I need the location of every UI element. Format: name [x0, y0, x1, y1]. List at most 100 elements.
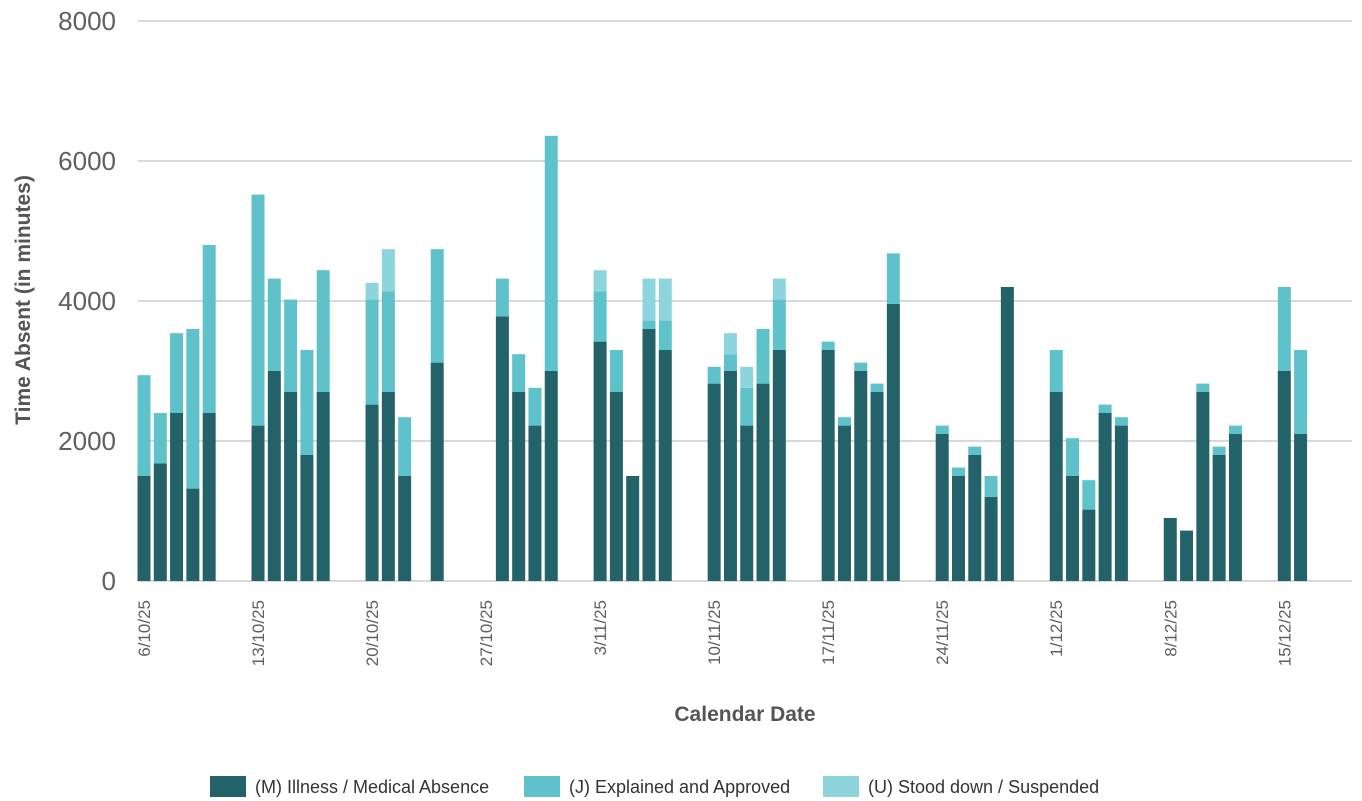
legend-swatch	[524, 776, 560, 797]
bar-segment	[723, 371, 737, 581]
bar-segment	[870, 392, 884, 581]
bar-segment	[153, 463, 167, 581]
x-tick-label: 24/11/25	[933, 600, 952, 665]
bar-segment	[300, 350, 314, 455]
legend-label: (U) Stood down / Suspended	[868, 777, 1099, 797]
bar-segment	[1294, 350, 1308, 434]
bar-segment	[267, 278, 281, 371]
bar-segment	[593, 341, 607, 581]
bar-segment	[512, 392, 526, 581]
bar-segment	[723, 354, 737, 371]
bar-segment	[186, 488, 200, 581]
bar-segment	[398, 417, 412, 476]
bar-segment	[821, 350, 835, 581]
bar-segment	[772, 350, 786, 581]
bar-segment	[398, 476, 412, 581]
x-tick-label: 6/10/25	[135, 600, 154, 657]
bar-segment	[267, 371, 281, 581]
bar-segment	[1163, 518, 1177, 581]
legend-label: (M) Illness / Medical Absence	[255, 777, 489, 797]
bar-segment	[170, 413, 184, 581]
bar-segment	[1049, 350, 1063, 392]
bar-segment	[642, 329, 656, 581]
bar-segment	[1049, 392, 1063, 581]
bar-segment	[756, 383, 770, 581]
bar-segment	[251, 425, 265, 581]
bar-segment	[381, 291, 395, 392]
bar-segment	[772, 299, 786, 350]
x-tick-label: 3/11/25	[591, 600, 610, 655]
bar-segment	[1212, 455, 1226, 581]
bar-segment	[1066, 476, 1080, 581]
bar-segment	[186, 329, 200, 489]
bar-segment	[365, 299, 379, 405]
bar-segment	[365, 282, 379, 300]
bar-segment	[430, 249, 444, 363]
bar-segment	[544, 135, 558, 371]
bar-segment	[202, 245, 216, 413]
bar-segment	[740, 425, 754, 581]
bar-segment	[886, 253, 900, 304]
bar-segment	[170, 333, 184, 413]
legend-swatch	[210, 776, 246, 797]
bar-segment	[528, 387, 542, 426]
bar-segment	[837, 417, 851, 426]
bar-segment	[870, 383, 884, 392]
y-axis-ticks: 0 2000 4000 6000 8000	[58, 6, 116, 596]
bar-segment	[935, 434, 949, 581]
bar-segment	[658, 320, 672, 350]
bar-segment	[528, 425, 542, 581]
y-tick-label: 0	[102, 566, 116, 596]
bar-segment	[495, 316, 509, 581]
bar-segment	[202, 413, 216, 581]
bar-segment	[740, 387, 754, 426]
x-tick-label: 10/11/25	[705, 600, 724, 665]
bar-segment	[952, 467, 965, 476]
y-tick-label: 8000	[58, 6, 116, 36]
y-tick-label: 2000	[58, 426, 116, 456]
bar-segment	[544, 371, 558, 581]
bars	[137, 135, 1308, 581]
bar-segment	[300, 455, 314, 581]
bar-segment	[365, 404, 379, 581]
bar-segment	[1294, 434, 1308, 581]
bar-segment	[642, 278, 656, 321]
bar-segment	[756, 329, 770, 384]
bar-segment	[886, 303, 900, 581]
bar-segment	[854, 362, 868, 371]
x-axis-ticks: 6/10/25 13/10/25 20/10/25 27/10/25 3/11/25 10…	[135, 600, 1294, 666]
bar-segment	[1114, 417, 1128, 426]
bar-segment	[707, 383, 721, 581]
bar-segment	[251, 194, 265, 426]
bar-segment	[1098, 413, 1112, 581]
bar-segment	[1082, 480, 1096, 510]
bar-segment	[935, 425, 949, 434]
bar-segment	[137, 375, 151, 476]
bar-segment	[723, 333, 737, 355]
bar-segment	[968, 446, 982, 455]
x-tick-label: 17/11/25	[819, 600, 838, 665]
x-tick-label: 13/10/25	[249, 600, 268, 666]
x-axis-title: Calendar Date	[674, 703, 815, 726]
bar-segment	[707, 366, 721, 384]
bar-segment	[1082, 509, 1096, 581]
bar-segment	[837, 425, 851, 581]
bar-segment	[284, 392, 298, 581]
bar-segment	[658, 278, 672, 321]
x-tick-label: 20/10/25	[363, 600, 382, 666]
bar-segment	[1277, 287, 1291, 371]
y-tick-label: 6000	[58, 146, 116, 176]
legend-label: (J) Explained and Approved	[569, 777, 790, 797]
y-axis-title: Time Absent (in minutes)	[12, 175, 35, 425]
x-tick-label: 15/12/25	[1275, 600, 1294, 666]
bar-segment	[284, 299, 298, 392]
x-tick-label: 1/12/25	[1047, 600, 1066, 657]
bar-segment	[316, 392, 330, 581]
bar-segment	[984, 476, 998, 497]
gridlines	[138, 20, 1352, 582]
bar-segment	[1196, 383, 1210, 392]
y-tick-label: 4000	[58, 286, 116, 316]
bar-segment	[1114, 425, 1128, 581]
bar-segment	[495, 278, 509, 317]
